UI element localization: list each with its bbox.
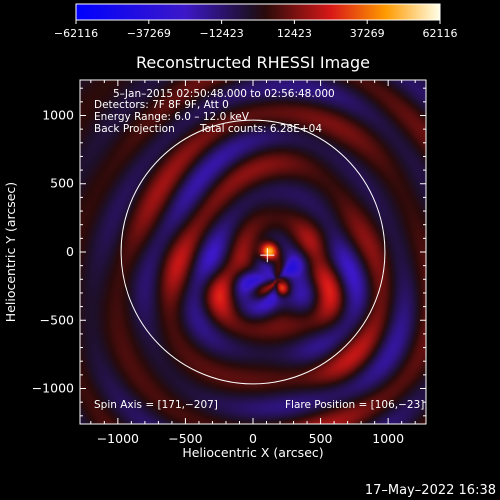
footer-timestamp: 17–May–2022 16:38 — [365, 483, 496, 498]
plot-image — [80, 80, 426, 424]
annotation-total-counts: Total counts: 6.28E+04 — [199, 123, 322, 135]
solar-disk-outline — [120, 119, 386, 385]
y-tick-label: 500 — [50, 176, 74, 191]
x-tick-label: 1000 — [372, 431, 404, 446]
y-tick-label: −500 — [40, 312, 74, 327]
x-tick-label: −500 — [168, 431, 202, 446]
x-tick-label: 0 — [249, 431, 257, 446]
y-tick-label: 0 — [66, 244, 74, 259]
flare-position-cross — [260, 248, 275, 263]
colorbar-tick-label: 12423 — [277, 27, 312, 40]
annotation-energy-range: Energy Range: 6.0 – 12.0 keV — [94, 111, 250, 123]
annotation-flare-position: Flare Position = [106,−23] — [285, 399, 424, 411]
y-tick-label: −1000 — [32, 381, 74, 396]
x-tick-label: 500 — [309, 431, 333, 446]
y-axis: −1000 −500 0 500 1000 — [32, 87, 426, 417]
annotation-spin-axis: Spin Axis = [171,−207] — [94, 399, 218, 411]
annotation-method: Back Projection — [94, 123, 175, 135]
colorbar-ticks: −62116 −37269 −12423 12423 37269 62116 — [54, 20, 458, 40]
colorbar-tick-label: −12423 — [199, 27, 243, 40]
colorbar-tick-label: −62116 — [54, 27, 98, 40]
colorbar-tick-label: −37269 — [127, 27, 171, 40]
colorbar — [75, 3, 441, 21]
y-axis-title: Heliocentric Y (arcsec) — [3, 182, 18, 322]
x-tick-label: −1000 — [97, 431, 139, 446]
annotation-time-range: 5–Jan–2015 02:50:48.000 to 02:56:48.000 — [113, 88, 335, 100]
colorbar-tick-label: 37269 — [350, 27, 385, 40]
heatmap-image — [80, 80, 426, 424]
x-axis: −1000 −500 0 500 1000 — [90, 80, 416, 446]
annotation-detectors: Detectors: 7F 8F 9F, Att 0 — [94, 99, 229, 111]
colorbar-tick-label: 62116 — [423, 27, 458, 40]
x-axis-title: Heliocentric X (arcsec) — [182, 445, 323, 460]
chart-title: Reconstructed RHESSI Image — [136, 53, 370, 72]
y-tick-label: 1000 — [42, 107, 74, 122]
